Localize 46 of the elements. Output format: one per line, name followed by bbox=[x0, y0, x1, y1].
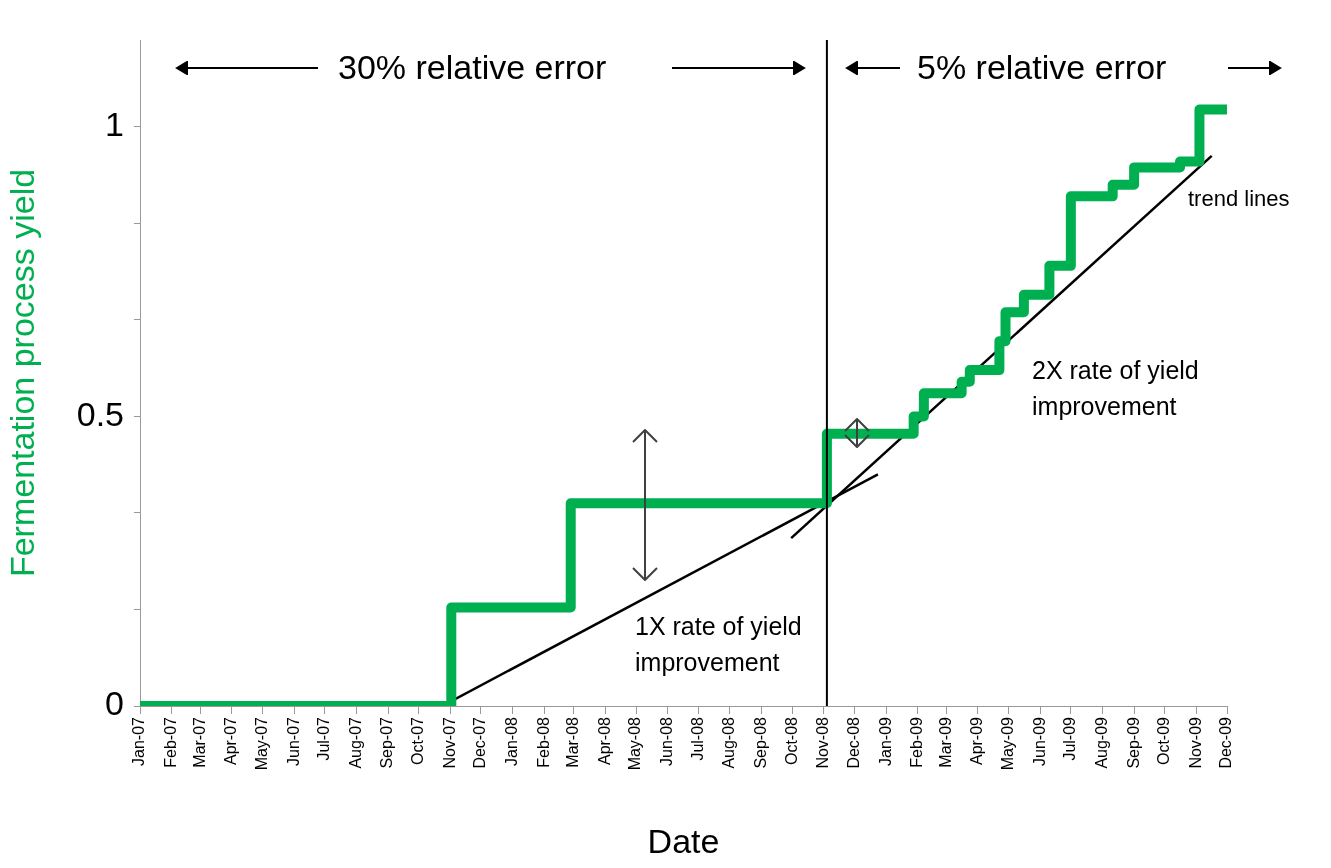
x-tick-label: Jan-09 bbox=[876, 716, 894, 766]
annotation: 30% relative error bbox=[338, 48, 607, 87]
x-tick-label: Apr-08 bbox=[595, 716, 613, 766]
x-tick-label: Oct-09 bbox=[1155, 716, 1173, 766]
x-tick-label: Feb-07 bbox=[162, 716, 180, 768]
x-tick-label: May-09 bbox=[998, 716, 1016, 771]
x-tick-label: May-07 bbox=[252, 716, 270, 771]
x-tick-label: Dec-07 bbox=[471, 716, 489, 769]
x-tick-label: Sep-07 bbox=[378, 716, 396, 769]
annotation: 2X rate of yield improvement bbox=[1032, 355, 1200, 423]
x-tick-label: Apr-07 bbox=[222, 716, 240, 766]
x-tick-label: Jun-08 bbox=[658, 716, 676, 766]
x-tick-label: Nov-08 bbox=[814, 716, 832, 769]
x-tick-label: Jul-07 bbox=[315, 716, 333, 761]
x-tick-label: Feb-08 bbox=[534, 716, 552, 768]
annotation: 5% relative error bbox=[917, 48, 1167, 87]
x-tick-label: Jan-08 bbox=[502, 716, 520, 766]
x-tick-label: Jun-09 bbox=[1030, 716, 1048, 766]
x-tick-label: Sep-08 bbox=[751, 716, 769, 769]
x-tick-label: Jul-08 bbox=[688, 716, 706, 761]
y-tick-label: 1 bbox=[105, 105, 124, 144]
x-tick-label: Nov-07 bbox=[440, 716, 458, 769]
x-tick-label: Jul-09 bbox=[1061, 716, 1079, 761]
annotation: trend lines bbox=[1188, 186, 1290, 212]
x-tick-label: May-08 bbox=[626, 716, 644, 771]
x-tick-label: Aug-07 bbox=[346, 716, 364, 769]
y-tick-label: 0.5 bbox=[76, 394, 124, 433]
x-tick-label: Mar-08 bbox=[564, 716, 582, 768]
x-tick-label: Dec-09 bbox=[1217, 716, 1235, 769]
x-tick-label: Feb-09 bbox=[908, 716, 926, 768]
x-tick-label: Oct-07 bbox=[409, 716, 427, 766]
x-tick-label: Oct-08 bbox=[782, 716, 800, 766]
x-tick-label: Apr-09 bbox=[968, 716, 986, 766]
x-tick-label: Mar-09 bbox=[936, 716, 954, 768]
x-tick-label: Sep-09 bbox=[1124, 716, 1142, 769]
annotation: 1X rate of yield improvement bbox=[635, 611, 803, 679]
x-axis-title: Date bbox=[647, 821, 720, 860]
x-tick-label: Aug-09 bbox=[1092, 716, 1110, 769]
x-tick-label: Dec-08 bbox=[844, 716, 862, 769]
y-tick-label: 0 bbox=[105, 684, 124, 723]
x-tick-label: Jun-07 bbox=[284, 716, 302, 766]
x-tick-label: Mar-07 bbox=[190, 716, 208, 768]
y-axis-title: Fermentation process yield bbox=[2, 168, 41, 578]
x-tick-label: Nov-09 bbox=[1186, 716, 1204, 769]
x-tick-label: Aug-08 bbox=[720, 716, 738, 769]
x-tick-label: Jan-07 bbox=[130, 716, 148, 766]
